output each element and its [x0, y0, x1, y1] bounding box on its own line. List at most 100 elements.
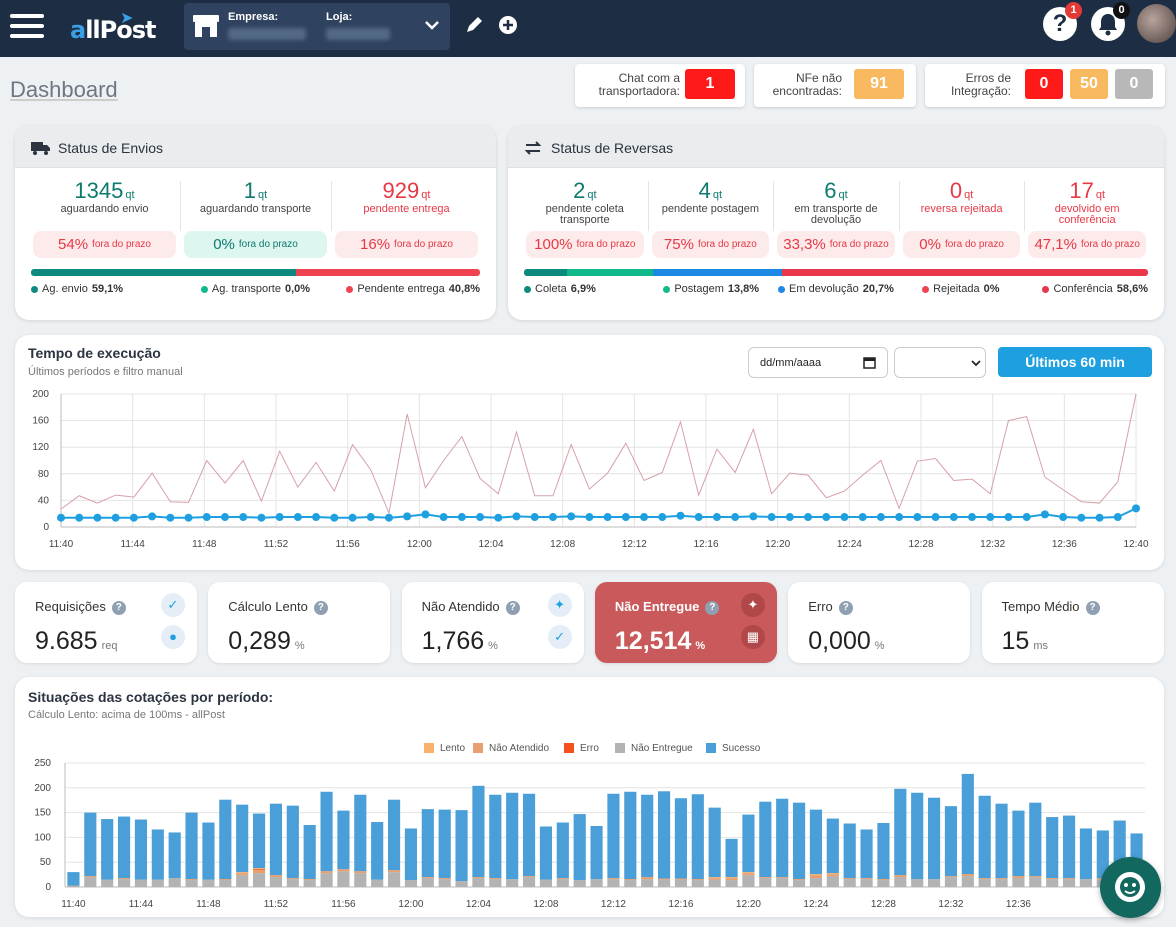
satellite-icon[interactable]: ✓ — [161, 593, 185, 617]
data-point — [57, 513, 65, 522]
top-navbar: aallPostllPost ➤ Empresa: Loja: ? 1 0 — [0, 0, 1176, 57]
alert-chat-label: Chat com a transportadora: — [598, 71, 680, 98]
help-icon[interactable]: ? — [838, 601, 853, 615]
chat-assistant-button[interactable] — [1100, 857, 1161, 918]
bar-segment — [657, 791, 671, 879]
bar-segment — [219, 799, 232, 880]
satellite-icon[interactable]: ✓ — [547, 625, 572, 649]
store-icon-glyph: ▦ — [746, 629, 760, 644]
user-avatar[interactable] — [1137, 4, 1176, 43]
plus-circle-icon[interactable] — [498, 15, 518, 35]
bar-segment — [607, 879, 620, 887]
pencil-icon[interactable] — [464, 15, 484, 35]
store-selector[interactable]: Empresa: Loja: — [184, 3, 450, 50]
stat-unit: qt — [587, 189, 597, 201]
alert-chat-value[interactable]: 1 — [685, 69, 735, 99]
sparkles-icon[interactable]: ✦ — [547, 593, 572, 617]
bar-segment — [269, 803, 283, 876]
data-point — [712, 513, 721, 522]
data-point — [1059, 513, 1068, 522]
metric-number: 1,766 — [421, 627, 485, 655]
chart-axes: 0 50 100 150 200 250 11:40 11:44 11:48 11:52 11:56… — [34, 758, 1145, 910]
data-point — [676, 511, 685, 520]
stat-value: 1 qt — [180, 178, 331, 204]
legend-name: Ag. envio — [42, 283, 88, 295]
chevron-down-icon[interactable] — [424, 17, 440, 33]
bar-segment — [404, 828, 418, 881]
store-icon[interactable]: ▦ — [740, 625, 765, 649]
metric-label: Tempo Médio? — [1002, 599, 1100, 615]
x-tick-label: 12:40 — [1123, 539, 1148, 550]
bar-segment — [978, 795, 991, 879]
x-tick-label: 11:48 — [192, 539, 217, 550]
data-point — [785, 513, 794, 522]
bar-segment — [742, 873, 755, 876]
calendar-icon[interactable] — [863, 356, 876, 369]
late-percentage-chip: 100% fora do prazo — [526, 231, 644, 258]
legend-dot — [778, 285, 786, 293]
data-point — [494, 513, 503, 522]
data-point — [1004, 513, 1013, 522]
bar-segment — [134, 879, 148, 887]
bar-segment — [524, 269, 568, 276]
menu-icon[interactable] — [10, 14, 44, 40]
data-point — [804, 513, 813, 522]
sparkles-icon[interactable]: ✦ — [740, 593, 765, 617]
alert-errors-grey[interactable]: 0 — [1115, 69, 1153, 99]
divider — [331, 181, 332, 231]
help-icon[interactable]: ? — [111, 601, 126, 615]
y-tick-label: 120 — [32, 442, 49, 453]
bar-segment — [978, 879, 991, 887]
bar-segment — [31, 269, 297, 276]
bar-segment — [354, 794, 367, 872]
allpost-logo[interactable]: aallPostllPost ➤ — [70, 10, 162, 46]
legend-dot — [1042, 285, 1050, 293]
late-percentage-chip: 33,3% fora do prazo — [777, 231, 895, 258]
bar-segment — [657, 879, 671, 887]
bar-segment — [691, 879, 704, 881]
bar-segment — [404, 880, 418, 887]
data-point — [93, 513, 102, 522]
bar-segment — [286, 878, 299, 880]
help-icon[interactable]: ? — [1085, 601, 1100, 615]
legend-name: Conferência — [1053, 283, 1113, 295]
data-point — [330, 513, 339, 522]
metric-label: Cálculo Lento? — [228, 599, 328, 615]
alert-errors-label: Erros de Integração: — [950, 71, 1011, 98]
bar-segment — [792, 879, 806, 881]
chart-title: Tempo de execução — [28, 345, 161, 361]
period-select[interactable] — [894, 347, 986, 378]
location-pin-icon[interactable]: ● — [161, 625, 185, 649]
bar-segment — [843, 879, 856, 887]
date-input[interactable]: dd/mm/aaaa — [748, 347, 888, 378]
help-icon[interactable]: ? — [313, 601, 328, 615]
alert-nfe-value[interactable]: 91 — [854, 69, 904, 99]
stat-unit: qt — [125, 189, 135, 201]
execution-time-card: Tempo de execução Últimos períodos e fil… — [15, 335, 1164, 570]
help-icon[interactable]: ? — [705, 601, 720, 615]
data-point — [166, 513, 175, 522]
help-icon[interactable]: ? — [505, 601, 520, 615]
alert-errors-orange[interactable]: 50 — [1070, 69, 1108, 99]
satellite-icon-glyph: ✓ — [167, 597, 179, 612]
last-60-min-button[interactable]: Últimos 60 min — [998, 347, 1152, 377]
chart-subtitle: Cálculo Lento: acima de 100ms - allPost — [28, 709, 225, 721]
metric-card: Não Atendido? 1,766% ✦ ✓ — [401, 582, 584, 663]
x-tick-label: 12:20 — [736, 899, 761, 910]
alert-errors-red[interactable]: 0 — [1025, 69, 1063, 99]
legend-value: 40,8% — [448, 283, 480, 295]
bar-segment — [101, 819, 114, 880]
bar-segment — [472, 877, 485, 879]
bar-segment — [995, 879, 1008, 887]
page-title: Dashboard — [10, 77, 118, 102]
bar-segment — [438, 879, 451, 887]
date-placeholder: dd/mm/aaaa — [760, 357, 822, 369]
bar-segment — [742, 872, 755, 874]
data-point — [931, 513, 940, 522]
sparkles-icon-glyph: ✦ — [554, 597, 566, 612]
data-point — [567, 512, 576, 521]
loja-value — [326, 28, 390, 40]
late-pct: 75% — [663, 236, 694, 253]
legend-item: Rejeitada 0% — [898, 283, 1023, 295]
x-tick-label: 12:24 — [803, 899, 828, 910]
